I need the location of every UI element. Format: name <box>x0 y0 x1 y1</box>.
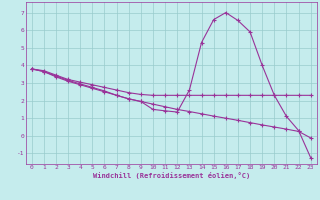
X-axis label: Windchill (Refroidissement éolien,°C): Windchill (Refroidissement éolien,°C) <box>92 172 250 179</box>
